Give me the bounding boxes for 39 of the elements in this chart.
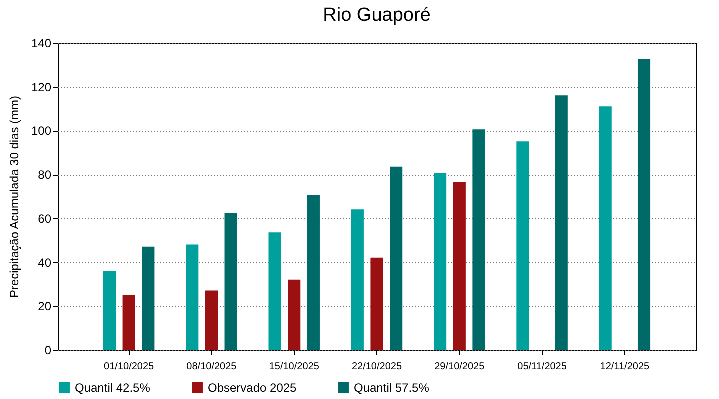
bar (434, 173, 447, 350)
x-tick-label: 01/10/2025 (104, 362, 155, 372)
legend-label: Quantil 57.5% (354, 380, 430, 395)
bar (599, 106, 612, 350)
bar (370, 258, 384, 350)
legend-label: Observado 2025 (208, 380, 298, 395)
bar (351, 210, 364, 350)
bar (555, 96, 568, 350)
y-tick-label: 80 (38, 168, 52, 182)
y-tick-label: 120 (31, 80, 52, 94)
chart-title: Rio Guaporé (323, 5, 431, 26)
bar (516, 142, 530, 350)
x-tick-label: 12/11/2025 (600, 362, 650, 372)
bar (638, 59, 651, 350)
y-tick-label: 20 (38, 300, 52, 314)
x-tick-label: 05/11/2025 (518, 362, 568, 372)
bar (186, 244, 199, 350)
bar (453, 182, 466, 350)
bar (224, 212, 238, 350)
y-tick-label: 40 (38, 256, 52, 270)
legend-label: Quantil 42.5% (75, 380, 151, 395)
x-tick-label: 29/10/2025 (434, 362, 486, 372)
y-tick-label: 0 (44, 344, 52, 358)
bar (390, 166, 403, 350)
bar (307, 195, 320, 350)
bar (103, 271, 116, 350)
bar (268, 232, 282, 350)
x-tick-label: 08/10/2025 (186, 362, 238, 372)
y-tick-label: 60 (38, 212, 52, 226)
bar (142, 246, 155, 350)
bar (472, 130, 486, 350)
bar (122, 295, 136, 350)
y-axis-title: Precipitação Acumulada 30 dias (mm) (7, 96, 22, 298)
x-tick-label: 22/10/2025 (352, 362, 402, 372)
x-tick-label: 15/10/2025 (269, 362, 320, 372)
bar (288, 280, 301, 350)
y-tick-label: 100 (31, 124, 52, 138)
y-tick-label: 140 (31, 36, 52, 50)
bar (205, 290, 218, 350)
